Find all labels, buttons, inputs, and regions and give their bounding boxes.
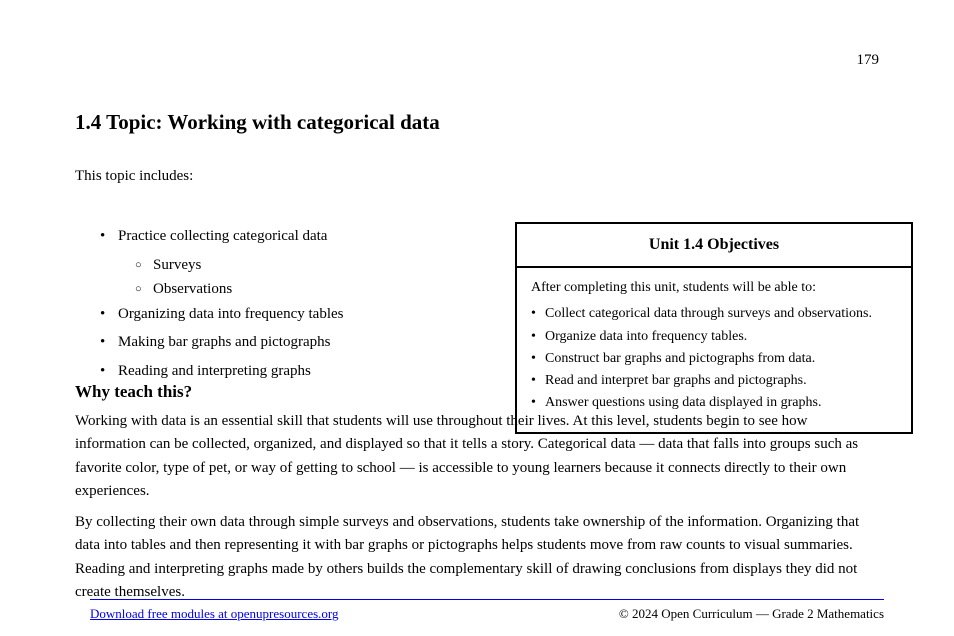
bullet-circle-icon: ○ <box>135 257 153 280</box>
list-subitem-text: Surveys <box>153 254 500 277</box>
list-subitem: ○ Surveys <box>135 254 500 277</box>
topic-bullet-list: • Practice collecting categorical data ○… <box>100 225 500 388</box>
objective-text: Organize data into frequency tables. <box>545 327 747 347</box>
objective-item: •Organize data into frequency tables. <box>531 327 897 347</box>
bullet-dot-icon: • <box>531 304 545 324</box>
bullet-dot-icon: • <box>100 360 118 383</box>
list-item-text: Organizing data into frequency tables <box>118 303 500 326</box>
why-paragraph: Working with data is an essential skill … <box>75 410 875 503</box>
list-subitem-text: Observations <box>153 278 500 301</box>
bullet-dot-icon: • <box>100 331 118 354</box>
bullet-dot-icon: • <box>531 327 545 347</box>
objectives-intro: After completing this unit, students wil… <box>531 278 897 298</box>
footer-copyright: © 2024 Open Curriculum — Grade 2 Mathema… <box>619 606 884 622</box>
intro-text: This topic includes: <box>75 166 505 187</box>
list-item-text: Reading and interpreting graphs <box>118 360 500 383</box>
objectives-body: After completing this unit, students wil… <box>517 268 911 432</box>
list-item: • Practice collecting categorical data <box>100 225 500 248</box>
footer-rule <box>90 599 884 600</box>
bullet-dot-icon: • <box>531 371 545 391</box>
list-subitem: ○ Observations <box>135 278 500 301</box>
objective-item: •Collect categorical data through survey… <box>531 304 897 324</box>
footer: Download free modules at openupresources… <box>90 606 884 622</box>
list-item: • Reading and interpreting graphs <box>100 360 500 383</box>
why-heading: Why teach this? <box>75 382 192 402</box>
bullet-dot-icon: • <box>100 225 118 248</box>
bullet-dot-icon: • <box>531 349 545 369</box>
objective-text: Construct bar graphs and pictographs fro… <box>545 349 815 369</box>
objectives-box: Unit 1.4 Objectives After completing thi… <box>515 222 913 434</box>
objective-item: •Construct bar graphs and pictographs fr… <box>531 349 897 369</box>
list-item: • Making bar graphs and pictographs <box>100 331 500 354</box>
objective-text: Collect categorical data through surveys… <box>545 304 872 324</box>
footer-link[interactable]: Download free modules at openupresources… <box>90 606 339 622</box>
bullet-dot-icon: • <box>100 303 118 326</box>
objective-text: Read and interpret bar graphs and pictog… <box>545 371 807 391</box>
why-paragraph: By collecting their own data through sim… <box>75 511 875 604</box>
list-item-text: Making bar graphs and pictographs <box>118 331 500 354</box>
why-body: Working with data is an essential skill … <box>75 410 875 612</box>
bullet-circle-icon: ○ <box>135 281 153 304</box>
objectives-header: Unit 1.4 Objectives <box>517 224 911 268</box>
list-item: • Organizing data into frequency tables <box>100 303 500 326</box>
list-item-text: Practice collecting categorical data <box>118 225 500 248</box>
objective-item: •Read and interpret bar graphs and picto… <box>531 371 897 391</box>
topic-heading: 1.4 Topic: Working with categorical data <box>75 110 440 135</box>
page-number: 179 <box>857 52 880 69</box>
